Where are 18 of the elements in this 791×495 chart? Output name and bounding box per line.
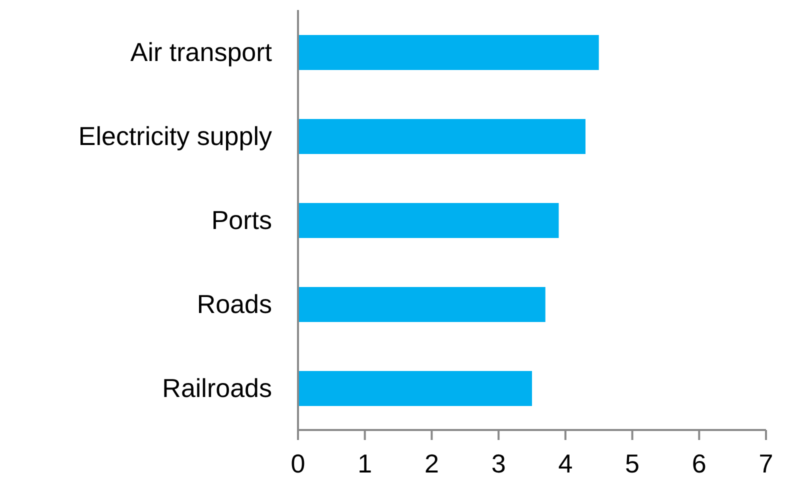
bar bbox=[298, 203, 559, 238]
x-tick-label: 0 bbox=[290, 448, 306, 478]
x-tick-label: 2 bbox=[424, 448, 439, 478]
x-tick-label: 4 bbox=[558, 448, 573, 478]
y-tick-label: Ports bbox=[211, 205, 272, 236]
x-tick-label: 1 bbox=[358, 448, 372, 478]
y-tick-label: Electricity supply bbox=[78, 121, 272, 152]
bar bbox=[298, 35, 599, 70]
x-tick-label: 7 bbox=[758, 448, 774, 478]
y-tick-label: Railroads bbox=[162, 373, 272, 404]
x-tick-label: 5 bbox=[625, 448, 640, 478]
x-tick-label: 6 bbox=[692, 448, 706, 478]
x-tick-label: 3 bbox=[491, 448, 506, 478]
bar bbox=[298, 371, 532, 406]
bar bbox=[298, 119, 586, 154]
bar bbox=[298, 287, 546, 322]
y-tick-label: Roads bbox=[196, 289, 272, 320]
y-tick-label: Air transport bbox=[130, 37, 273, 68]
